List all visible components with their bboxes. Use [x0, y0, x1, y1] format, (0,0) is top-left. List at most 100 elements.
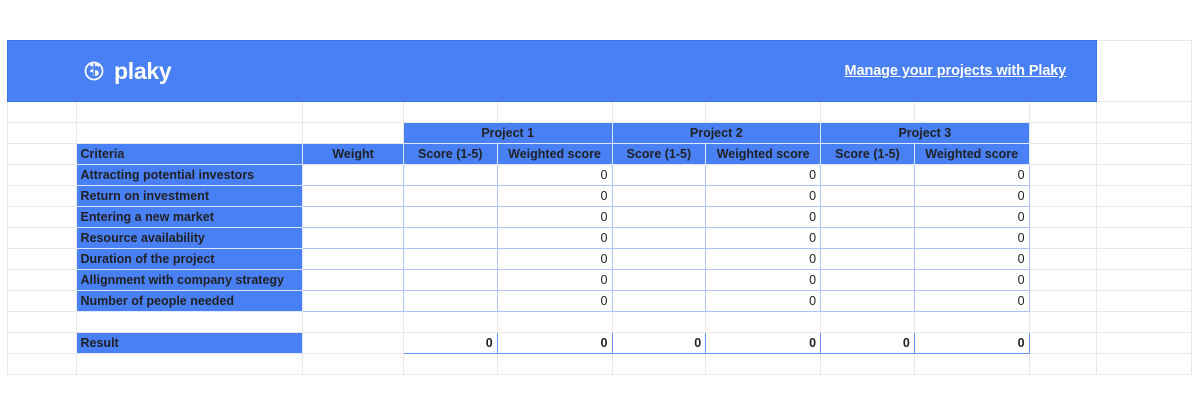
weight-cell[interactable]	[302, 227, 404, 249]
project-3-score-cell[interactable]	[820, 164, 915, 186]
grid-cell-empty[interactable]	[7, 332, 77, 354]
grid-cell-empty[interactable]	[913, 311, 1030, 333]
project-3-weighted-cell[interactable]: 0	[913, 227, 1030, 249]
project-2-weighted-cell[interactable]: 0	[705, 248, 822, 270]
grid-cell-empty[interactable]	[75, 353, 304, 375]
grid-cell-empty[interactable]	[75, 311, 304, 333]
weight-cell[interactable]	[302, 290, 404, 312]
project-2-weighted-cell[interactable]: 0	[705, 206, 822, 228]
grid-cell-empty[interactable]	[302, 122, 404, 144]
result-project-1-weighted[interactable]: 0	[496, 332, 613, 354]
result-project-2-score[interactable]: 0	[611, 332, 707, 354]
project-1-weighted-cell[interactable]: 0	[496, 206, 613, 228]
grid-cell-empty[interactable]	[75, 101, 304, 123]
project-2-weighted-cell[interactable]: 0	[705, 227, 822, 249]
grid-cell-empty[interactable]	[611, 101, 707, 123]
weight-cell[interactable]	[302, 164, 404, 186]
grid-cell-empty[interactable]	[1096, 269, 1192, 291]
grid-cell-empty[interactable]	[402, 311, 498, 333]
grid-cell-empty[interactable]	[1028, 101, 1098, 123]
project-2-weighted-cell[interactable]: 0	[705, 185, 822, 207]
project-2-weighted-cell[interactable]: 0	[705, 269, 822, 291]
grid-cell-empty[interactable]	[1096, 290, 1192, 312]
project-3-weighted-cell[interactable]: 0	[913, 164, 1030, 186]
grid-cell-empty[interactable]	[1028, 332, 1098, 354]
project-2-score-cell[interactable]	[611, 185, 707, 207]
grid-cell-empty[interactable]	[1096, 40, 1192, 102]
grid-cell-empty[interactable]	[705, 311, 822, 333]
grid-cell-empty[interactable]	[7, 353, 77, 375]
project-3-score-cell[interactable]	[820, 248, 915, 270]
manage-projects-link[interactable]: Manage your projects with Plaky	[844, 63, 1067, 79]
project-1-score-cell[interactable]	[402, 164, 498, 186]
grid-cell-empty[interactable]	[1028, 206, 1098, 228]
grid-cell-empty[interactable]	[705, 353, 822, 375]
project-1-score-cell[interactable]	[402, 269, 498, 291]
grid-cell-empty[interactable]	[302, 353, 404, 375]
project-1-weighted-cell[interactable]: 0	[496, 185, 613, 207]
project-2-weighted-cell[interactable]: 0	[705, 164, 822, 186]
grid-cell-empty[interactable]	[302, 311, 404, 333]
project-2-score-cell[interactable]	[611, 164, 707, 186]
grid-cell-empty[interactable]	[7, 227, 77, 249]
weight-cell[interactable]	[302, 269, 404, 291]
grid-cell-empty[interactable]	[7, 101, 77, 123]
grid-cell-empty[interactable]	[496, 353, 613, 375]
project-2-score-cell[interactable]	[611, 206, 707, 228]
grid-cell-empty[interactable]	[1028, 143, 1098, 165]
grid-cell-empty[interactable]	[7, 164, 77, 186]
grid-cell-empty[interactable]	[75, 122, 304, 144]
grid-cell-empty[interactable]	[1096, 311, 1192, 333]
project-3-score-cell[interactable]	[820, 206, 915, 228]
grid-cell-empty[interactable]	[913, 101, 1030, 123]
grid-cell-empty[interactable]	[820, 101, 915, 123]
result-project-1-score[interactable]: 0	[402, 332, 498, 354]
grid-cell-empty[interactable]	[1096, 101, 1192, 123]
result-project-3-score[interactable]: 0	[820, 332, 915, 354]
grid-cell-empty[interactable]	[402, 101, 498, 123]
project-1-weighted-cell[interactable]: 0	[496, 164, 613, 186]
weight-cell[interactable]	[302, 185, 404, 207]
project-1-score-cell[interactable]	[402, 185, 498, 207]
project-1-score-cell[interactable]	[402, 248, 498, 270]
project-1-score-cell[interactable]	[402, 227, 498, 249]
grid-cell-empty[interactable]	[7, 143, 77, 165]
grid-cell-empty[interactable]	[1096, 143, 1192, 165]
grid-cell-empty[interactable]	[7, 290, 77, 312]
project-2-score-cell[interactable]	[611, 227, 707, 249]
project-2-score-cell[interactable]	[611, 290, 707, 312]
weight-cell[interactable]	[302, 206, 404, 228]
project-2-score-cell[interactable]	[611, 269, 707, 291]
grid-cell-empty[interactable]	[820, 311, 915, 333]
project-1-weighted-cell[interactable]: 0	[496, 248, 613, 270]
project-3-score-cell[interactable]	[820, 185, 915, 207]
project-1-weighted-cell[interactable]: 0	[496, 290, 613, 312]
result-project-3-weighted[interactable]: 0	[913, 332, 1030, 354]
project-3-weighted-cell[interactable]: 0	[913, 290, 1030, 312]
project-3-weighted-cell[interactable]: 0	[913, 185, 1030, 207]
grid-cell-empty[interactable]	[7, 185, 77, 207]
project-2-weighted-cell[interactable]: 0	[705, 290, 822, 312]
grid-cell-empty[interactable]	[1096, 227, 1192, 249]
plaky-logo[interactable]: plaky	[83, 59, 172, 83]
grid-cell-empty[interactable]	[1028, 248, 1098, 270]
grid-cell-empty[interactable]	[1028, 311, 1098, 333]
grid-cell-empty[interactable]	[1028, 290, 1098, 312]
project-1-score-cell[interactable]	[402, 206, 498, 228]
project-3-weighted-cell[interactable]: 0	[913, 206, 1030, 228]
project-1-weighted-cell[interactable]: 0	[496, 227, 613, 249]
grid-cell-empty[interactable]	[1028, 185, 1098, 207]
grid-cell-empty[interactable]	[496, 101, 613, 123]
grid-cell-empty[interactable]	[496, 311, 613, 333]
grid-cell-empty[interactable]	[1028, 122, 1098, 144]
grid-cell-empty[interactable]	[1028, 164, 1098, 186]
grid-cell-empty[interactable]	[1028, 227, 1098, 249]
grid-cell-empty[interactable]	[1028, 353, 1098, 375]
grid-cell-empty[interactable]	[913, 353, 1030, 375]
grid-cell-empty[interactable]	[7, 248, 77, 270]
grid-cell-empty[interactable]	[705, 101, 822, 123]
grid-cell-empty[interactable]	[1096, 185, 1192, 207]
project-1-score-cell[interactable]	[402, 290, 498, 312]
grid-cell-empty[interactable]	[302, 101, 404, 123]
project-3-weighted-cell[interactable]: 0	[913, 269, 1030, 291]
